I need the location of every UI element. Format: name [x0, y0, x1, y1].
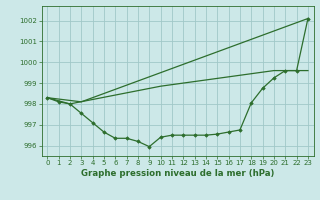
X-axis label: Graphe pression niveau de la mer (hPa): Graphe pression niveau de la mer (hPa) — [81, 169, 274, 178]
